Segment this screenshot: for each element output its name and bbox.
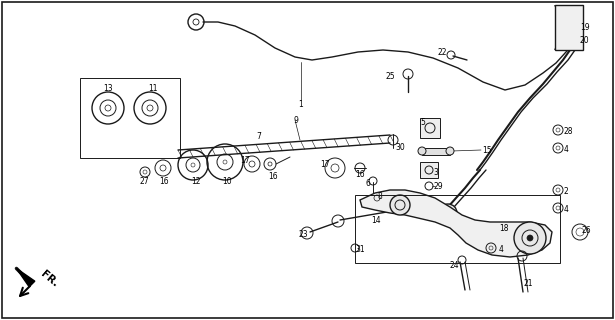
Polygon shape xyxy=(17,268,35,287)
Text: 16: 16 xyxy=(159,177,169,186)
Text: 3: 3 xyxy=(433,167,438,177)
Bar xyxy=(80,78,180,158)
Text: 28: 28 xyxy=(564,126,574,135)
Circle shape xyxy=(439,204,457,222)
Text: 4: 4 xyxy=(564,145,569,154)
Text: 12: 12 xyxy=(191,177,200,186)
Circle shape xyxy=(390,195,410,215)
Text: 10: 10 xyxy=(222,177,232,186)
Text: 17: 17 xyxy=(240,156,250,164)
Text: 7: 7 xyxy=(256,132,261,140)
Text: 6: 6 xyxy=(365,179,370,188)
Text: 24: 24 xyxy=(450,261,459,270)
Polygon shape xyxy=(420,162,438,178)
Circle shape xyxy=(514,222,546,254)
Text: 9: 9 xyxy=(293,116,298,124)
Text: 23: 23 xyxy=(298,229,308,238)
Text: 14: 14 xyxy=(371,215,381,225)
Text: 26: 26 xyxy=(581,226,590,235)
Polygon shape xyxy=(555,5,583,50)
Polygon shape xyxy=(360,190,552,257)
Text: 22: 22 xyxy=(437,47,447,57)
Text: 5: 5 xyxy=(420,117,425,126)
Circle shape xyxy=(446,147,454,155)
Text: 11: 11 xyxy=(148,84,157,92)
Text: 16: 16 xyxy=(355,170,365,179)
Text: 4: 4 xyxy=(564,204,569,213)
Text: 25: 25 xyxy=(386,71,395,81)
Text: 13: 13 xyxy=(103,84,113,92)
Polygon shape xyxy=(420,118,440,138)
Text: 1: 1 xyxy=(298,100,303,108)
Text: 2: 2 xyxy=(564,187,569,196)
Text: 18: 18 xyxy=(499,223,509,233)
Polygon shape xyxy=(422,148,450,155)
Text: 15: 15 xyxy=(482,146,491,155)
Text: 29: 29 xyxy=(433,181,443,190)
Text: 20: 20 xyxy=(580,36,590,44)
Text: 16: 16 xyxy=(268,172,277,180)
Text: 4: 4 xyxy=(499,244,504,253)
Text: 27: 27 xyxy=(140,177,149,186)
Text: FR.: FR. xyxy=(39,269,60,289)
Bar xyxy=(355,195,560,263)
Text: 30: 30 xyxy=(395,142,405,151)
Text: 8: 8 xyxy=(377,191,382,201)
Text: 17: 17 xyxy=(320,159,330,169)
Text: 19: 19 xyxy=(580,22,590,31)
Circle shape xyxy=(418,147,426,155)
Text: 21: 21 xyxy=(524,278,533,287)
Text: 31: 31 xyxy=(355,244,365,253)
Circle shape xyxy=(527,235,533,241)
